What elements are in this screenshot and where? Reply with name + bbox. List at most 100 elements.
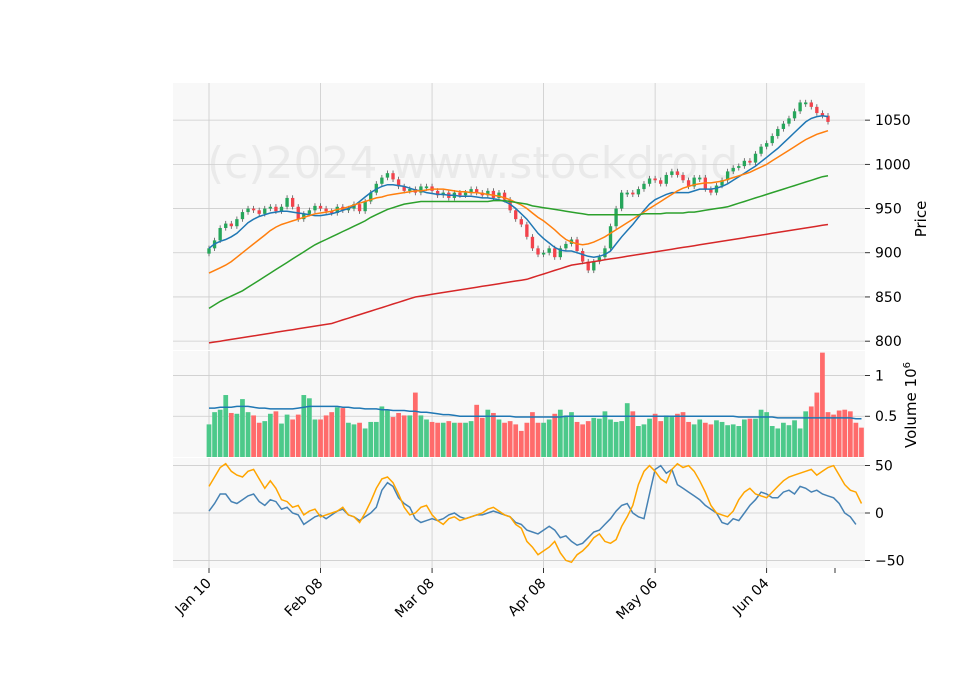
price-tick-label: 800 bbox=[875, 334, 902, 350]
volume-bar bbox=[435, 422, 441, 457]
candle bbox=[313, 205, 317, 211]
oscillator-tick-label: −50 bbox=[875, 553, 905, 569]
volume-bar bbox=[245, 412, 251, 457]
candle bbox=[653, 178, 657, 181]
candle bbox=[619, 192, 624, 209]
candle bbox=[804, 102, 808, 105]
candle bbox=[525, 224, 529, 237]
candle bbox=[519, 219, 523, 225]
volume-bar bbox=[474, 404, 480, 457]
volume-bar bbox=[390, 417, 396, 457]
volume-tick-label: 1 bbox=[875, 368, 884, 384]
volume-panel: 0.5 1 Volume 106 bbox=[173, 351, 920, 457]
candle bbox=[764, 143, 769, 147]
candle bbox=[820, 113, 825, 116]
volume-bar bbox=[663, 415, 669, 457]
volume-axis-label: Volume 106 bbox=[902, 362, 920, 448]
candle bbox=[246, 208, 250, 213]
x-tick-label: Jan 10 bbox=[172, 576, 215, 619]
volume-bar bbox=[373, 421, 379, 457]
candle bbox=[290, 197, 295, 207]
volume-bar bbox=[234, 413, 240, 457]
candle bbox=[324, 208, 328, 212]
volume-ma-line bbox=[209, 405, 862, 420]
candle bbox=[731, 167, 735, 172]
volume-bar bbox=[440, 422, 446, 457]
volume-bar bbox=[524, 422, 530, 457]
volume-bar bbox=[507, 421, 513, 457]
candle bbox=[385, 173, 390, 178]
candle bbox=[725, 171, 730, 181]
volume-bar bbox=[596, 418, 602, 457]
candle bbox=[369, 192, 373, 202]
price-tick-label: 1000 bbox=[875, 157, 911, 173]
candle bbox=[302, 213, 306, 220]
candle bbox=[592, 261, 596, 271]
volume-bar bbox=[346, 422, 351, 457]
volume-bar bbox=[401, 415, 407, 457]
volume-bar bbox=[412, 392, 418, 457]
candle bbox=[714, 185, 719, 193]
volume-bar bbox=[602, 411, 608, 457]
candle bbox=[631, 192, 635, 195]
candle bbox=[318, 205, 323, 209]
volume-bar bbox=[295, 414, 301, 457]
volume-bar bbox=[686, 421, 691, 457]
volume-bar bbox=[708, 424, 714, 457]
volume-bar bbox=[613, 421, 619, 457]
candle bbox=[419, 186, 423, 193]
volume-bar bbox=[569, 412, 574, 457]
candle bbox=[536, 248, 540, 255]
volume-bar bbox=[407, 415, 413, 457]
candle bbox=[547, 248, 551, 253]
volume-bar bbox=[479, 417, 485, 457]
price-tick-label: 950 bbox=[875, 202, 902, 218]
volume-bar bbox=[206, 424, 212, 457]
volume-bar bbox=[535, 422, 541, 457]
candle bbox=[502, 192, 507, 200]
candle bbox=[720, 180, 724, 186]
candle bbox=[307, 210, 312, 214]
candle bbox=[374, 183, 378, 193]
candle bbox=[681, 174, 685, 181]
volume-bar bbox=[446, 421, 452, 457]
candle bbox=[558, 248, 562, 258]
candle bbox=[396, 179, 401, 187]
candle bbox=[363, 201, 367, 212]
volume-bar bbox=[518, 430, 524, 457]
volume-bar bbox=[619, 421, 625, 457]
volume-bar bbox=[251, 415, 256, 457]
candle bbox=[787, 118, 791, 124]
candle bbox=[330, 211, 334, 213]
candle bbox=[692, 177, 696, 187]
volume-bar bbox=[675, 413, 680, 457]
candle bbox=[742, 160, 747, 167]
volume-bar bbox=[719, 421, 725, 457]
x-tick-label: Mar 08 bbox=[392, 576, 438, 622]
volume-bar bbox=[340, 408, 346, 457]
volume-bar bbox=[797, 428, 803, 457]
volume-bar bbox=[396, 412, 401, 457]
volume-bar bbox=[680, 412, 686, 457]
x-tick-label: Jun 04 bbox=[729, 575, 772, 618]
candle bbox=[748, 160, 752, 163]
volume-bar bbox=[781, 422, 786, 457]
volume-bar bbox=[580, 424, 586, 457]
volume-bar bbox=[842, 409, 848, 457]
candle bbox=[659, 180, 663, 184]
x-tick-label: Apr 08 bbox=[505, 576, 549, 620]
volume-bar bbox=[240, 399, 245, 457]
volume-bar bbox=[652, 413, 658, 457]
volume-tick-label: 0.5 bbox=[875, 409, 897, 425]
volume-bar bbox=[451, 422, 457, 457]
volume-bar bbox=[457, 422, 463, 457]
x-axis: Jan 10 Feb 08 Mar 08 Apr 08 May 06 Jun 04 bbox=[172, 568, 836, 623]
volume-bar bbox=[758, 409, 764, 457]
candle bbox=[530, 236, 535, 249]
volume-bar bbox=[624, 403, 630, 457]
volume-bar bbox=[468, 421, 474, 457]
volume-bar bbox=[591, 417, 597, 457]
volume-bar bbox=[379, 406, 385, 457]
volume-bar bbox=[585, 421, 591, 457]
volume-bar bbox=[357, 422, 362, 457]
